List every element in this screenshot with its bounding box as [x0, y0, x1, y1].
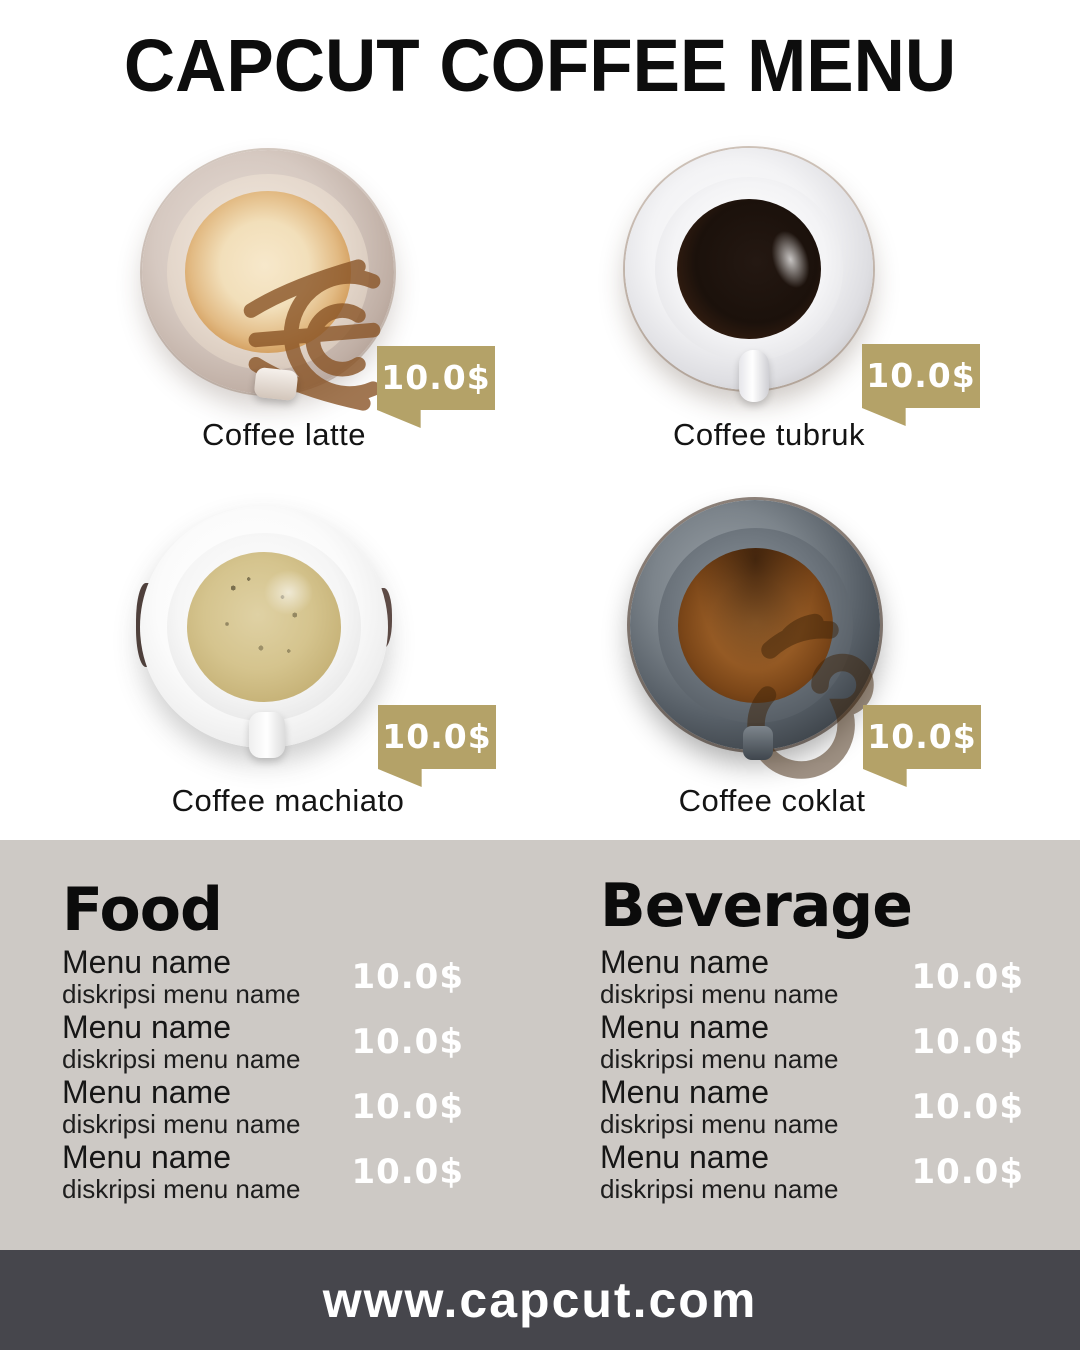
cup-handle	[249, 712, 286, 758]
list-item: Menu name diskripsi menu name 10.0$	[62, 1139, 464, 1204]
price-value: 10.0$	[866, 356, 976, 395]
item-text: Menu name diskripsi menu name	[600, 1073, 839, 1140]
item-price: 10.0$	[911, 1151, 1024, 1192]
item-price: 10.0$	[351, 956, 464, 997]
item-text: Menu name diskripsi menu name	[600, 1138, 839, 1205]
item-name: Menu name	[62, 943, 231, 980]
item-price: 10.0$	[351, 1086, 464, 1127]
item-text: Menu name diskripsi menu name	[62, 1008, 301, 1075]
item-price: 10.0$	[351, 1021, 464, 1062]
cup-handle	[253, 366, 299, 402]
coffee-latte-photo	[142, 150, 394, 412]
coffee-coklat-photo	[630, 500, 880, 779]
food-section-heading: Food	[62, 875, 223, 945]
product-name: Coffee coklat	[678, 783, 866, 818]
product-name: Coffee machiato	[171, 783, 405, 818]
price-tag-bubble: 10.0$	[862, 344, 980, 426]
item-name: Menu name	[600, 943, 769, 980]
crema-coffee	[187, 551, 341, 703]
coffee-machiato-photo	[136, 506, 392, 758]
price-value: 10.0$	[381, 358, 491, 397]
coffee-tubruk-photo	[625, 148, 873, 402]
item-name: Menu name	[600, 1008, 769, 1045]
item-description: diskripsi menu name	[62, 979, 301, 1010]
item-description: diskripsi menu name	[600, 1109, 839, 1140]
menu-list-section	[0, 840, 1080, 1250]
price-value: 10.0$	[867, 717, 977, 756]
beverage-section-heading: Beverage	[600, 871, 913, 941]
item-description: diskripsi menu name	[600, 1044, 839, 1075]
item-name: Menu name	[600, 1138, 769, 1175]
footer-bar: www.capcut.com	[0, 1250, 1080, 1350]
item-text: Menu name diskripsi menu name	[62, 943, 301, 1010]
item-name: Menu name	[62, 1073, 231, 1110]
list-item: Menu name diskripsi menu name 10.0$	[600, 1074, 1024, 1139]
list-item: Menu name diskripsi menu name 10.0$	[62, 1009, 464, 1074]
item-name: Menu name	[62, 1008, 231, 1045]
list-item: Menu name diskripsi menu name 10.0$	[62, 944, 464, 1009]
website-url: www.capcut.com	[322, 1272, 758, 1328]
item-description: diskripsi menu name	[600, 979, 839, 1010]
price-tag-bubble: 10.0$	[378, 705, 496, 787]
item-price: 10.0$	[911, 1021, 1024, 1062]
price-value: 10.0$	[382, 717, 492, 756]
list-item: Menu name diskripsi menu name 10.0$	[600, 944, 1024, 1009]
item-text: Menu name diskripsi menu name	[600, 943, 839, 1010]
list-item: Menu name diskripsi menu name 10.0$	[600, 1139, 1024, 1204]
item-text: Menu name diskripsi menu name	[600, 1008, 839, 1075]
product-name: Coffee latte	[202, 417, 366, 452]
item-price: 10.0$	[911, 1086, 1024, 1127]
beverage-menu-list: Menu name diskripsi menu name 10.0$ Menu…	[600, 944, 1024, 1204]
item-name: Menu name	[62, 1138, 231, 1175]
cup-handle	[742, 726, 773, 760]
item-price: 10.0$	[911, 956, 1024, 997]
item-description: diskripsi menu name	[62, 1109, 301, 1140]
item-name: Menu name	[600, 1073, 769, 1110]
item-description: diskripsi menu name	[62, 1044, 301, 1075]
item-price: 10.0$	[351, 1151, 464, 1192]
cup-handle	[739, 350, 770, 402]
item-description: diskripsi menu name	[62, 1174, 301, 1205]
item-text: Menu name diskripsi menu name	[62, 1073, 301, 1140]
item-text: Menu name diskripsi menu name	[62, 1138, 301, 1205]
food-menu-list: Menu name diskripsi menu name 10.0$ Menu…	[62, 944, 464, 1204]
page-title: CAPCUT COFFEE MENU	[123, 25, 957, 108]
list-item: Menu name diskripsi menu name 10.0$	[62, 1074, 464, 1139]
black-coffee	[677, 198, 821, 340]
product-name: Coffee tubruk	[672, 417, 866, 452]
item-description: diskripsi menu name	[600, 1174, 839, 1205]
list-item: Menu name diskripsi menu name 10.0$	[600, 1009, 1024, 1074]
latte-art-fern-icon	[243, 259, 380, 412]
